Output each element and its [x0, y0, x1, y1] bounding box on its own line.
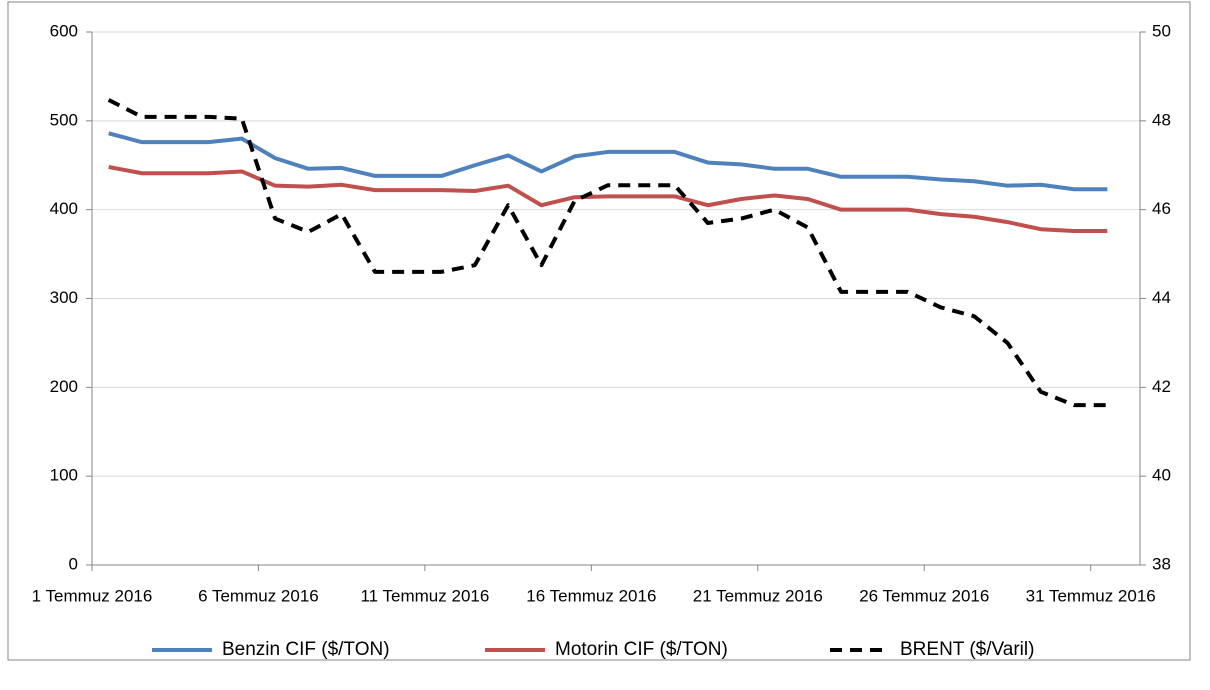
- legend-label: BRENT ($/Varil): [900, 639, 1034, 660]
- x-tick-label: 21 Temmuz 2016: [693, 586, 823, 605]
- x-tick-label: 26 Temmuz 2016: [859, 586, 989, 605]
- y-tick-label: 600: [50, 21, 78, 40]
- y2-tick-label: 48: [1152, 110, 1171, 129]
- y-tick-label: 200: [50, 377, 78, 396]
- y-tick-label: 100: [50, 466, 78, 485]
- chart-border: [7, 1, 1191, 661]
- y2-tick-label: 44: [1152, 288, 1171, 307]
- x-tick-label: 6 Temmuz 2016: [198, 586, 319, 605]
- legend-label: Benzin CIF ($/TON): [222, 639, 390, 660]
- y2-tick-label: 42: [1152, 377, 1171, 396]
- line-series: [107, 98, 1108, 408]
- line-series: [108, 131, 1108, 192]
- x-tick-label: 1 Temmuz 2016: [32, 586, 153, 605]
- y-tick-label: 500: [50, 110, 78, 129]
- line-series: [108, 165, 1108, 233]
- legend-label: Motorin CIF ($/TON): [555, 639, 728, 660]
- x-tick-label: 31 Temmuz 2016: [1026, 586, 1156, 605]
- y-tick-label: 400: [50, 199, 78, 218]
- y2-tick-label: 50: [1152, 21, 1171, 40]
- y-tick-label: 0: [69, 554, 78, 573]
- y-tick-label: 300: [50, 288, 78, 307]
- x-tick-label: 16 Temmuz 2016: [526, 586, 656, 605]
- x-tick-label: 11 Temmuz 2016: [360, 586, 489, 605]
- y2-tick-label: 38: [1152, 554, 1171, 573]
- y2-tick-label: 40: [1152, 466, 1171, 485]
- y2-tick-label: 46: [1152, 199, 1171, 218]
